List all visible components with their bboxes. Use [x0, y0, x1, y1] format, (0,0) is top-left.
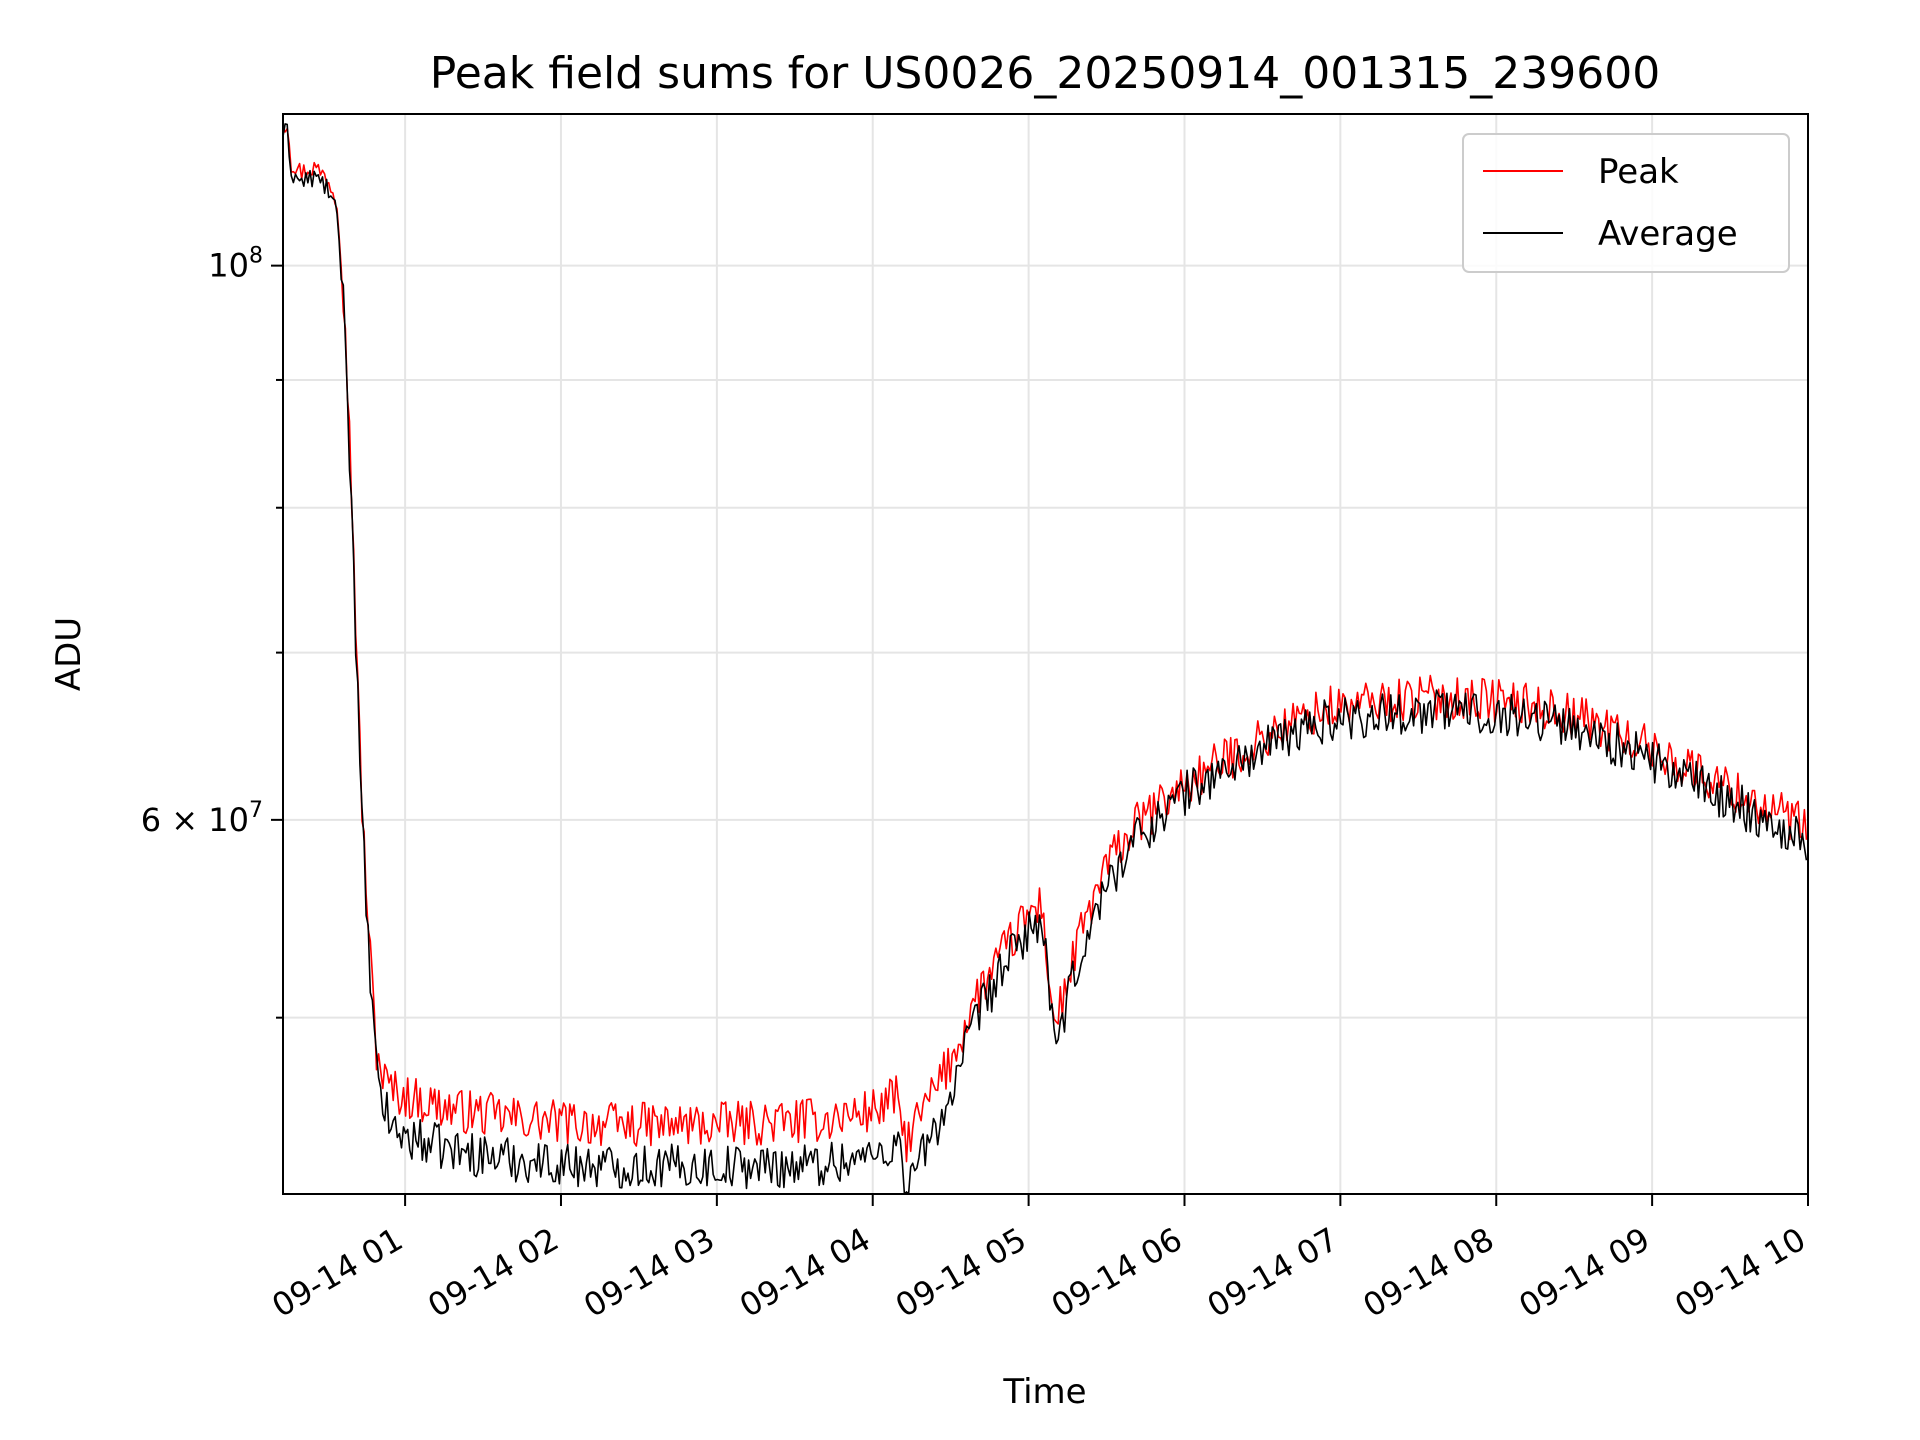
plot-area-frame [282, 113, 1809, 1195]
legend-box [1462, 133, 1790, 273]
series-line-peak [282, 127, 1808, 1163]
chart-title: Peak field sums for US0026_20250914_0013… [430, 48, 1660, 99]
x-axis-label: Time [1002, 1372, 1086, 1412]
series-layer [282, 123, 1808, 1195]
y-tick-label: 6 × 107 [141, 798, 263, 839]
legend: Peak Average [1462, 133, 1790, 273]
legend-label-peak: Peak [1598, 152, 1679, 192]
y-axis-label: ADU [49, 617, 89, 691]
legend-label-average: Average [1598, 214, 1738, 254]
series-line-average [282, 123, 1808, 1195]
